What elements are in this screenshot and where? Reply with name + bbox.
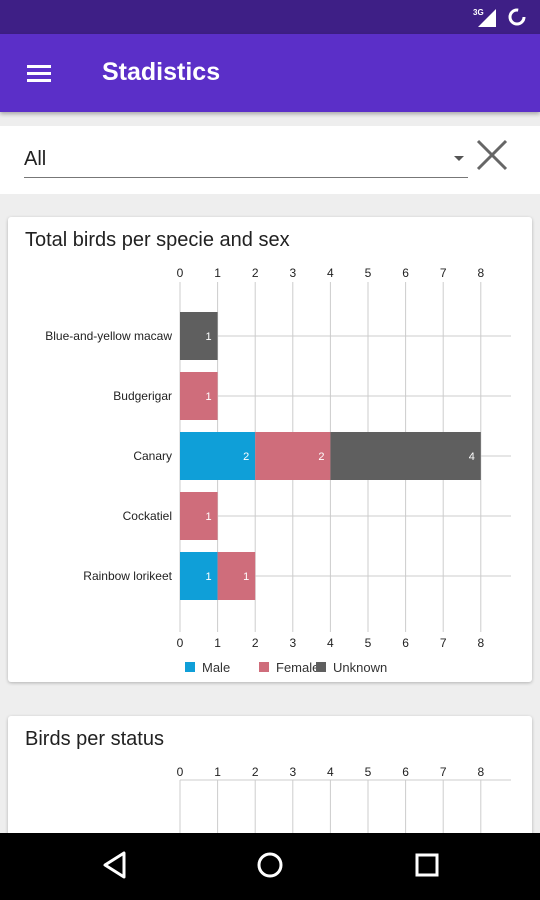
back-icon[interactable] (100, 850, 130, 880)
bar-female (180, 492, 218, 540)
navigation-bar (0, 833, 540, 900)
species-filter-value: All (24, 148, 47, 170)
bar-female (180, 372, 218, 420)
x-tick-label-bottom: 4 (327, 636, 334, 650)
x-tick-label-bottom: 1 (214, 636, 221, 650)
x-tick-label-top: 5 (365, 765, 372, 779)
legend-swatch-male (185, 662, 195, 672)
x-tick-label-top: 1 (214, 765, 221, 779)
x-tick-label-bottom: 5 (365, 636, 372, 650)
bar-female (255, 432, 331, 480)
legend-label: Female (276, 660, 319, 675)
bar-value-label: 4 (469, 451, 475, 463)
bar-female (217, 552, 256, 600)
bar-male (180, 552, 218, 600)
bar-value-label: 2 (243, 451, 249, 463)
bar-value-label: 1 (206, 331, 212, 343)
bar-value-label: 1 (206, 511, 212, 523)
x-tick-label-top: 0 (177, 765, 184, 779)
bar-unknown (330, 432, 481, 480)
app-bar: Stadistics (0, 34, 540, 112)
chart-card-species-sex: Total birds per specie and sex 0 0 1 1 2 2 3 3 4… (8, 217, 532, 682)
x-tick-label-top: 3 (289, 266, 296, 280)
category-label: Rainbow lorikeet (83, 569, 172, 583)
legend-swatch-female (259, 662, 269, 672)
x-tick-label-top: 2 (252, 266, 259, 280)
bar-value-label: 1 (206, 571, 212, 583)
x-tick-label-bottom: 3 (289, 636, 296, 650)
x-tick-label-top: 8 (477, 266, 484, 280)
x-tick-label-top: 5 (365, 266, 372, 280)
x-tick-label-bottom: 2 (252, 636, 259, 650)
network-type-label: 3G (473, 8, 484, 17)
x-tick-label-top: 4 (327, 765, 334, 779)
chart-title: Total birds per specie and sex (25, 229, 290, 251)
category-label: Budgerigar (113, 389, 172, 403)
hamburger-menu-icon[interactable] (24, 62, 54, 84)
species-filter-dropdown[interactable]: All (24, 142, 468, 178)
filter-panel: All (0, 126, 540, 194)
bar-value-label: 1 (206, 391, 212, 403)
signal-icon (478, 9, 496, 27)
category-label: Canary (133, 449, 172, 463)
x-tick-label-top: 8 (477, 765, 484, 779)
sync-icon (508, 8, 526, 26)
recents-icon[interactable] (412, 850, 442, 880)
x-tick-label-bottom: 7 (440, 636, 447, 650)
dropdown-arrow-icon (454, 156, 464, 161)
x-tick-label-top: 1 (214, 266, 221, 280)
x-tick-label-bottom: 8 (477, 636, 484, 650)
category-label: Cockatiel (123, 509, 172, 523)
x-tick-label-top: 4 (327, 266, 334, 280)
x-tick-label-top: 3 (289, 765, 296, 779)
category-label: Blue-and-yellow macaw (45, 329, 172, 343)
bar-value-label: 1 (243, 571, 249, 583)
x-tick-label-bottom: 0 (177, 636, 184, 650)
stacked-bar-chart: 0 0 1 1 2 2 3 3 4 4 5 5 6 6 7 7 8 8 Blue-and-yellow macaw 1… (45, 266, 511, 675)
close-icon[interactable] (474, 137, 510, 173)
legend-label: Male (202, 660, 230, 675)
x-tick-label-bottom: 6 (402, 636, 409, 650)
x-tick-label-top: 7 (440, 266, 447, 280)
x-tick-label-top: 7 (440, 765, 447, 779)
bar-value-label: 2 (318, 451, 324, 463)
x-tick-label-top: 2 (252, 765, 259, 779)
status-bar: 3G (0, 0, 540, 34)
home-icon[interactable] (255, 850, 285, 880)
legend-label: Unknown (333, 660, 387, 675)
page-title: Stadistics (102, 58, 221, 86)
chart-title: Birds per status (25, 728, 164, 750)
x-tick-label-top: 0 (177, 266, 184, 280)
bar-unknown (180, 312, 218, 360)
x-tick-label-top: 6 (402, 266, 409, 280)
legend-swatch-unknown (316, 662, 326, 672)
x-tick-label-top: 6 (402, 765, 409, 779)
bar-male (180, 432, 256, 480)
